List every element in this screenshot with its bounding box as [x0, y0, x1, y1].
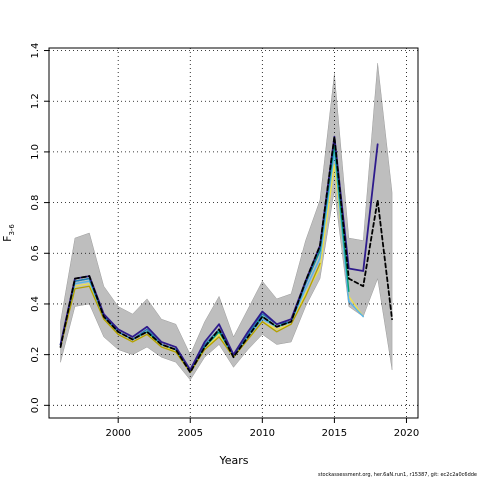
x-tick-label: 2005 [178, 428, 203, 439]
y-tick-label: 1.0 [30, 144, 41, 160]
y-axis: 0.0 0.2 0.4 0.6 0.8 1.0 1.2 1.4 [30, 43, 49, 413]
x-axis-title: Years [218, 454, 248, 467]
y-axis-title-main: F [1, 236, 14, 242]
y-tick-label: 0.2 [30, 347, 41, 363]
confidence-band-layer [60, 63, 393, 381]
x-tick-label: 2000 [105, 428, 130, 439]
y-axis-title-subscript: 3-6 [8, 224, 16, 236]
y-tick-label: 0.0 [30, 397, 41, 413]
x-tick-label: 2010 [250, 428, 275, 439]
y-tick-label: 0.6 [30, 245, 41, 261]
y-axis-title: F3-6 [1, 224, 16, 242]
x-tick-label: 2020 [394, 428, 419, 439]
x-axis: 2000 2005 2010 2015 2020 [105, 418, 419, 439]
series-line-7 [59, 135, 393, 374]
y-tick-label: 1.4 [30, 43, 41, 59]
series-layer [59, 135, 393, 374]
confidence-band [60, 63, 393, 381]
plot-frame [48, 47, 419, 419]
x-tick-label: 2015 [322, 428, 347, 439]
footer-note: stockassessment.org, her.6aN.run1, r1538… [317, 472, 477, 478]
y-tick-label: 0.8 [30, 195, 41, 211]
y-tick-label: 0.4 [30, 296, 41, 312]
y-tick-label: 1.2 [30, 93, 41, 109]
